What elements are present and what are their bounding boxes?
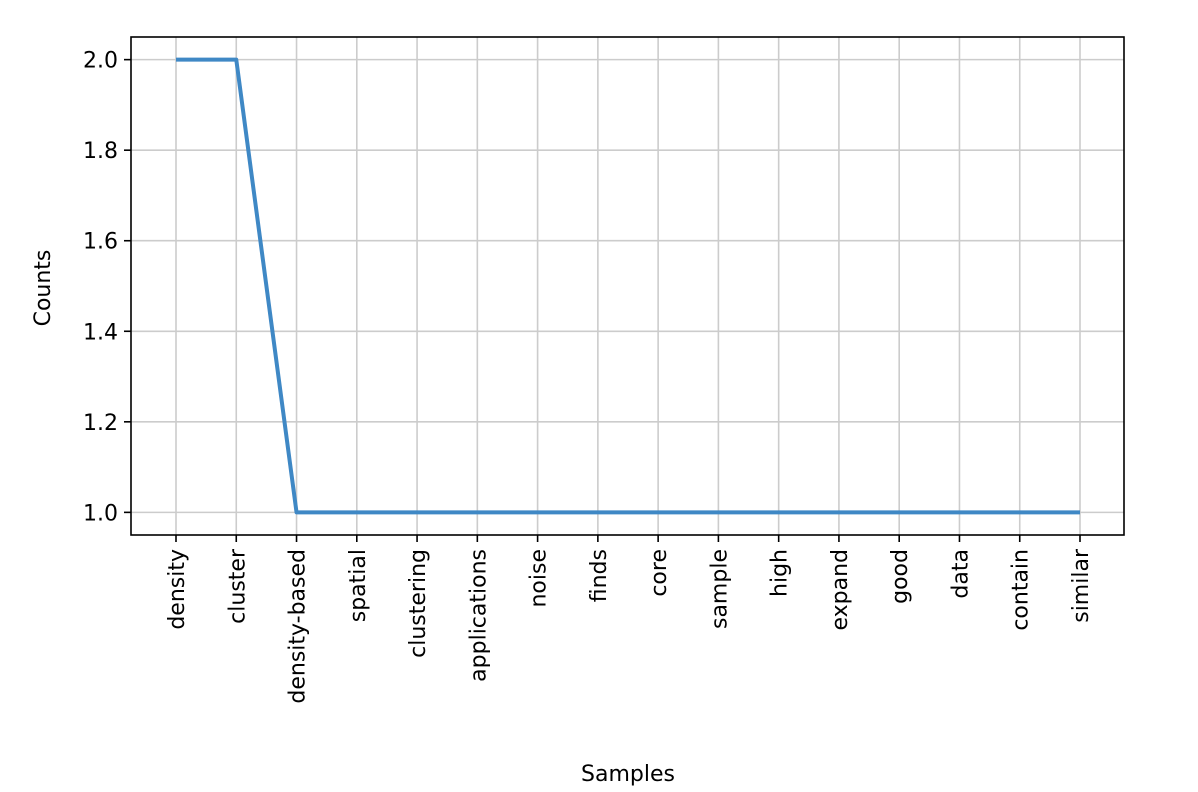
y-tick-label: 1.2 <box>83 411 118 436</box>
plot-background <box>131 37 1124 535</box>
x-tick-label: clustering <box>406 549 431 658</box>
x-tick-label: sample <box>707 549 732 629</box>
x-tick-label: contain <box>1009 549 1034 631</box>
x-tick-label: cluster <box>225 548 250 624</box>
x-axis-label: Samples <box>581 762 675 787</box>
series-layer <box>176 57 1080 515</box>
x-tick-label: finds <box>587 549 612 602</box>
x-axis-ticks: density cluster density-based spatial cluste… <box>165 535 1094 704</box>
y-tick-label: 1.6 <box>83 230 118 255</box>
y-tick-label: 1.8 <box>83 139 118 164</box>
x-tick-label: high <box>768 549 793 597</box>
x-tick-label: core <box>647 549 672 597</box>
x-tick-label: density <box>165 549 190 630</box>
plot-frame <box>130 36 1125 536</box>
y-tick-label: 2.0 <box>83 49 118 74</box>
x-tick-label: noise <box>527 549 552 608</box>
series-line <box>176 57 1080 515</box>
x-tick-label: good <box>888 549 913 604</box>
x-tick-label: spatial <box>346 549 371 622</box>
y-axis-ticks: 1.0 1.2 1.4 1.6 1.8 2.0 <box>83 49 131 526</box>
y-axis-label: Counts <box>31 250 56 327</box>
x-tick-label: density-based <box>286 549 311 704</box>
x-tick-label: similar <box>1069 548 1094 623</box>
y-tick-label: 1.0 <box>83 501 118 526</box>
x-tick-label: applications <box>466 549 491 682</box>
x-tick-label: data <box>948 549 973 599</box>
x-tick-label: expand <box>828 549 853 631</box>
y-tick-label: 1.4 <box>83 320 118 345</box>
